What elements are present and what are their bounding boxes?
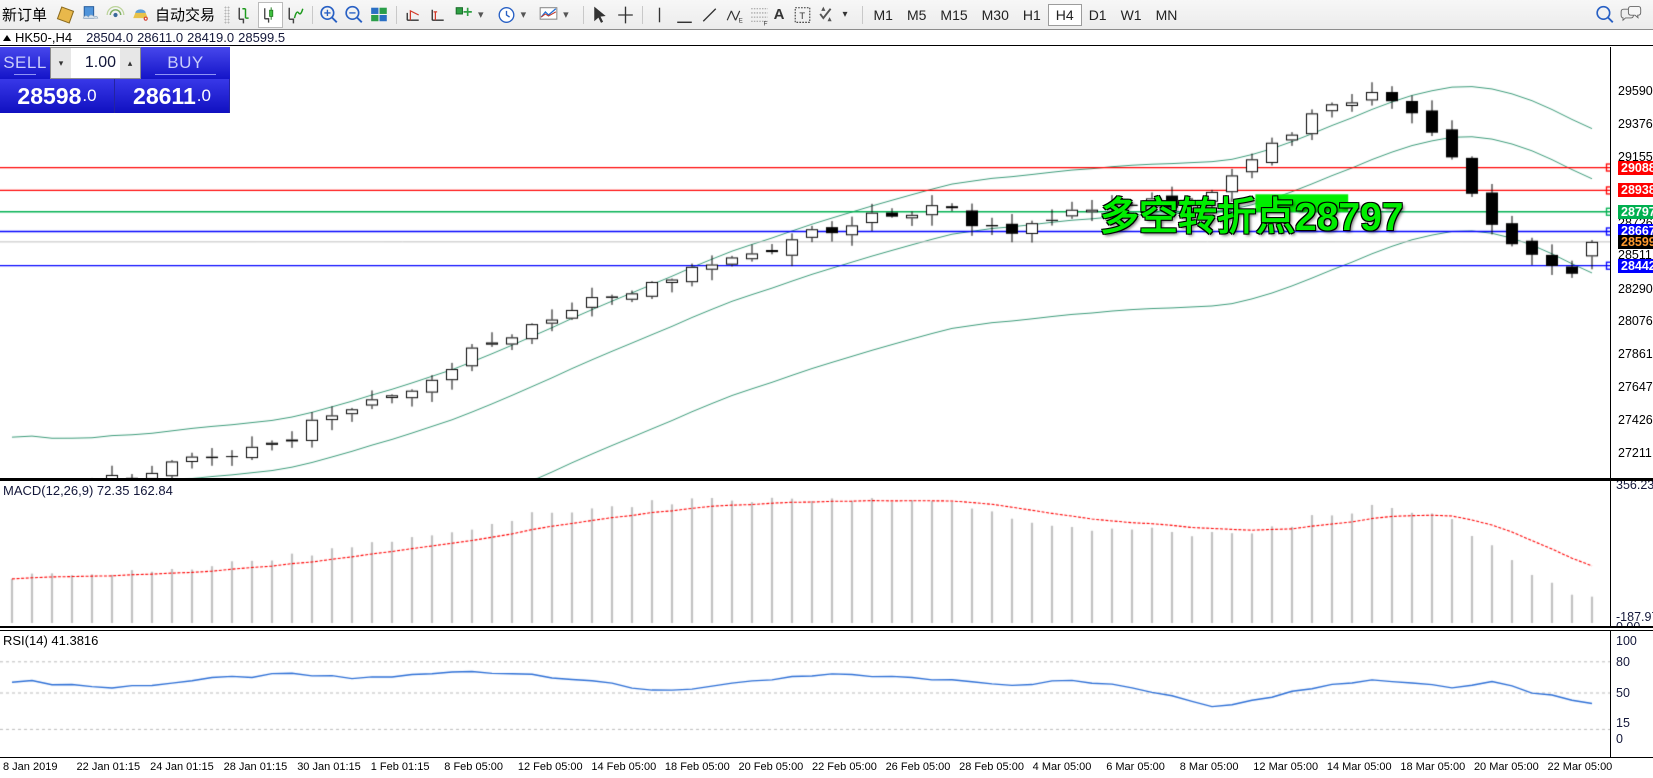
svg-text:T: T xyxy=(800,11,806,21)
svg-text:E: E xyxy=(738,17,742,24)
svg-text:F: F xyxy=(763,20,767,27)
